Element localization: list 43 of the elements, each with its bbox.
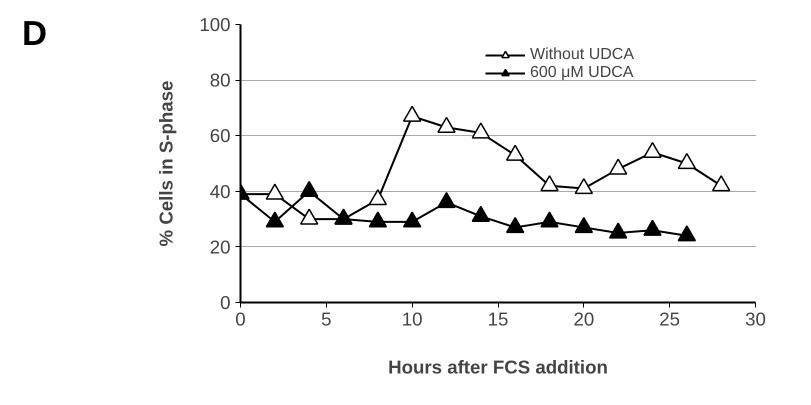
y-tick-label: 60 bbox=[210, 125, 231, 146]
point bbox=[472, 206, 490, 222]
point bbox=[437, 192, 456, 208]
text: D bbox=[22, 14, 48, 55]
point bbox=[540, 211, 559, 228]
x-tick-label: 25 bbox=[659, 308, 680, 330]
y-tick-label: 80 bbox=[210, 70, 231, 91]
y-tick-label: 100 bbox=[199, 14, 231, 35]
x-tick-label: 15 bbox=[488, 308, 508, 330]
legend-label: Without UDCA bbox=[530, 46, 634, 64]
point bbox=[506, 144, 524, 161]
point bbox=[712, 175, 730, 192]
point bbox=[608, 158, 628, 175]
y-tick-label: 40 bbox=[210, 180, 231, 202]
y-tick-label: 0 bbox=[220, 292, 231, 313]
point bbox=[437, 116, 456, 134]
point bbox=[506, 216, 524, 234]
point bbox=[472, 122, 490, 139]
legend-label: 600 μM UDCA bbox=[530, 64, 634, 82]
y-tick-label: 20 bbox=[210, 236, 231, 258]
point bbox=[574, 216, 594, 234]
point bbox=[643, 220, 662, 236]
point bbox=[266, 184, 284, 200]
point bbox=[300, 180, 318, 197]
x-tick-label: 0 bbox=[235, 308, 246, 330]
point bbox=[540, 175, 559, 192]
x-axis-title: Hours after FCS addition bbox=[388, 356, 608, 378]
x-tick-label: 20 bbox=[573, 308, 594, 330]
point bbox=[368, 189, 388, 206]
point bbox=[266, 211, 284, 228]
point bbox=[300, 208, 318, 225]
point bbox=[643, 142, 662, 158]
x-tick-label: 5 bbox=[321, 308, 332, 330]
point bbox=[368, 211, 388, 228]
y-axis-title: % Cells in S-phase bbox=[155, 80, 176, 246]
point bbox=[608, 222, 628, 239]
point bbox=[402, 106, 422, 122]
x-tick-label: 10 bbox=[402, 308, 423, 330]
point bbox=[574, 178, 594, 194]
point bbox=[678, 152, 696, 170]
point bbox=[402, 211, 422, 228]
point bbox=[678, 225, 696, 242]
x-tick-label: 30 bbox=[745, 308, 766, 330]
